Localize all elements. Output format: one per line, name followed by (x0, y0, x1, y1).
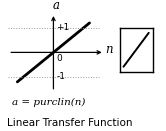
Text: a: a (53, 0, 60, 12)
Text: +1: +1 (56, 23, 70, 32)
Text: 0: 0 (56, 54, 62, 63)
Text: n: n (105, 43, 113, 56)
Text: Linear Transfer Function: Linear Transfer Function (7, 118, 132, 128)
Text: a = purclin(n): a = purclin(n) (12, 98, 85, 107)
Text: -1: -1 (56, 72, 65, 81)
